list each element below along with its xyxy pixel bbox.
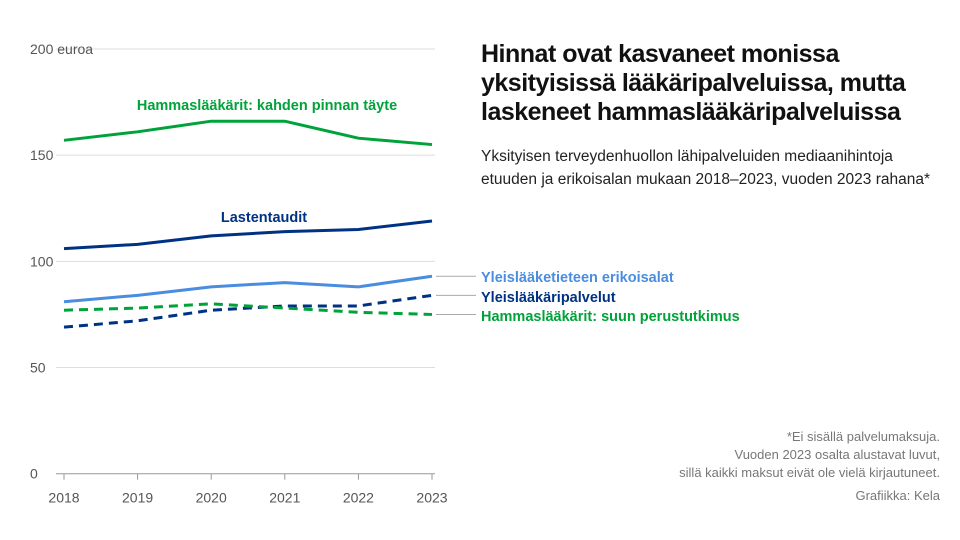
footnote-line: Vuoden 2023 osalta alustavat luvut,: [734, 447, 941, 462]
chart-title: Hinnat ovat kasvaneet monissa yksityisis…: [481, 40, 906, 126]
footnote-line: *Ei sisällä palvelumaksuja.: [786, 429, 940, 444]
footnote-line: sillä kaikki maksut eivät ole vielä kirj…: [679, 465, 940, 480]
x-tick-label: 2023: [416, 490, 447, 506]
series-line: [63, 302, 433, 316]
y-tick-label: 100: [30, 253, 54, 269]
footnote: *Ei sisällä palvelumaksuja. Vuoden 2023 …: [679, 428, 940, 482]
y-tick-label: 200 euroa: [30, 41, 93, 57]
series-label: Yleislääketieteen erikoisalat: [481, 270, 674, 286]
series-line: [63, 293, 433, 329]
series-label: Yleislääkäripalvelut: [481, 290, 616, 306]
series-line: [63, 274, 433, 304]
y-tick-label: 50: [30, 360, 46, 376]
y-tick-label: 0: [30, 466, 38, 482]
y-tick-label: 150: [30, 147, 54, 163]
x-tick-label: 2018: [48, 490, 79, 506]
chart-subtitle: Yksityisen terveydenhuollon lähipalvelui…: [481, 148, 930, 188]
x-tick-label: 2020: [196, 490, 227, 506]
series-line: [63, 219, 433, 251]
series-label: Hammaslääkärit: suun perustutkimus: [481, 309, 740, 325]
series-label: Lastentaudit: [221, 210, 307, 226]
x-tick-label: 2021: [269, 490, 300, 506]
series-line: [63, 119, 433, 147]
source: Grafiikka: Kela: [855, 488, 940, 503]
series-label: Hammaslääkärit: kahden pinnan täyte: [137, 98, 397, 114]
x-tick-label: 2019: [122, 490, 153, 506]
x-tick-label: 2022: [343, 490, 374, 506]
